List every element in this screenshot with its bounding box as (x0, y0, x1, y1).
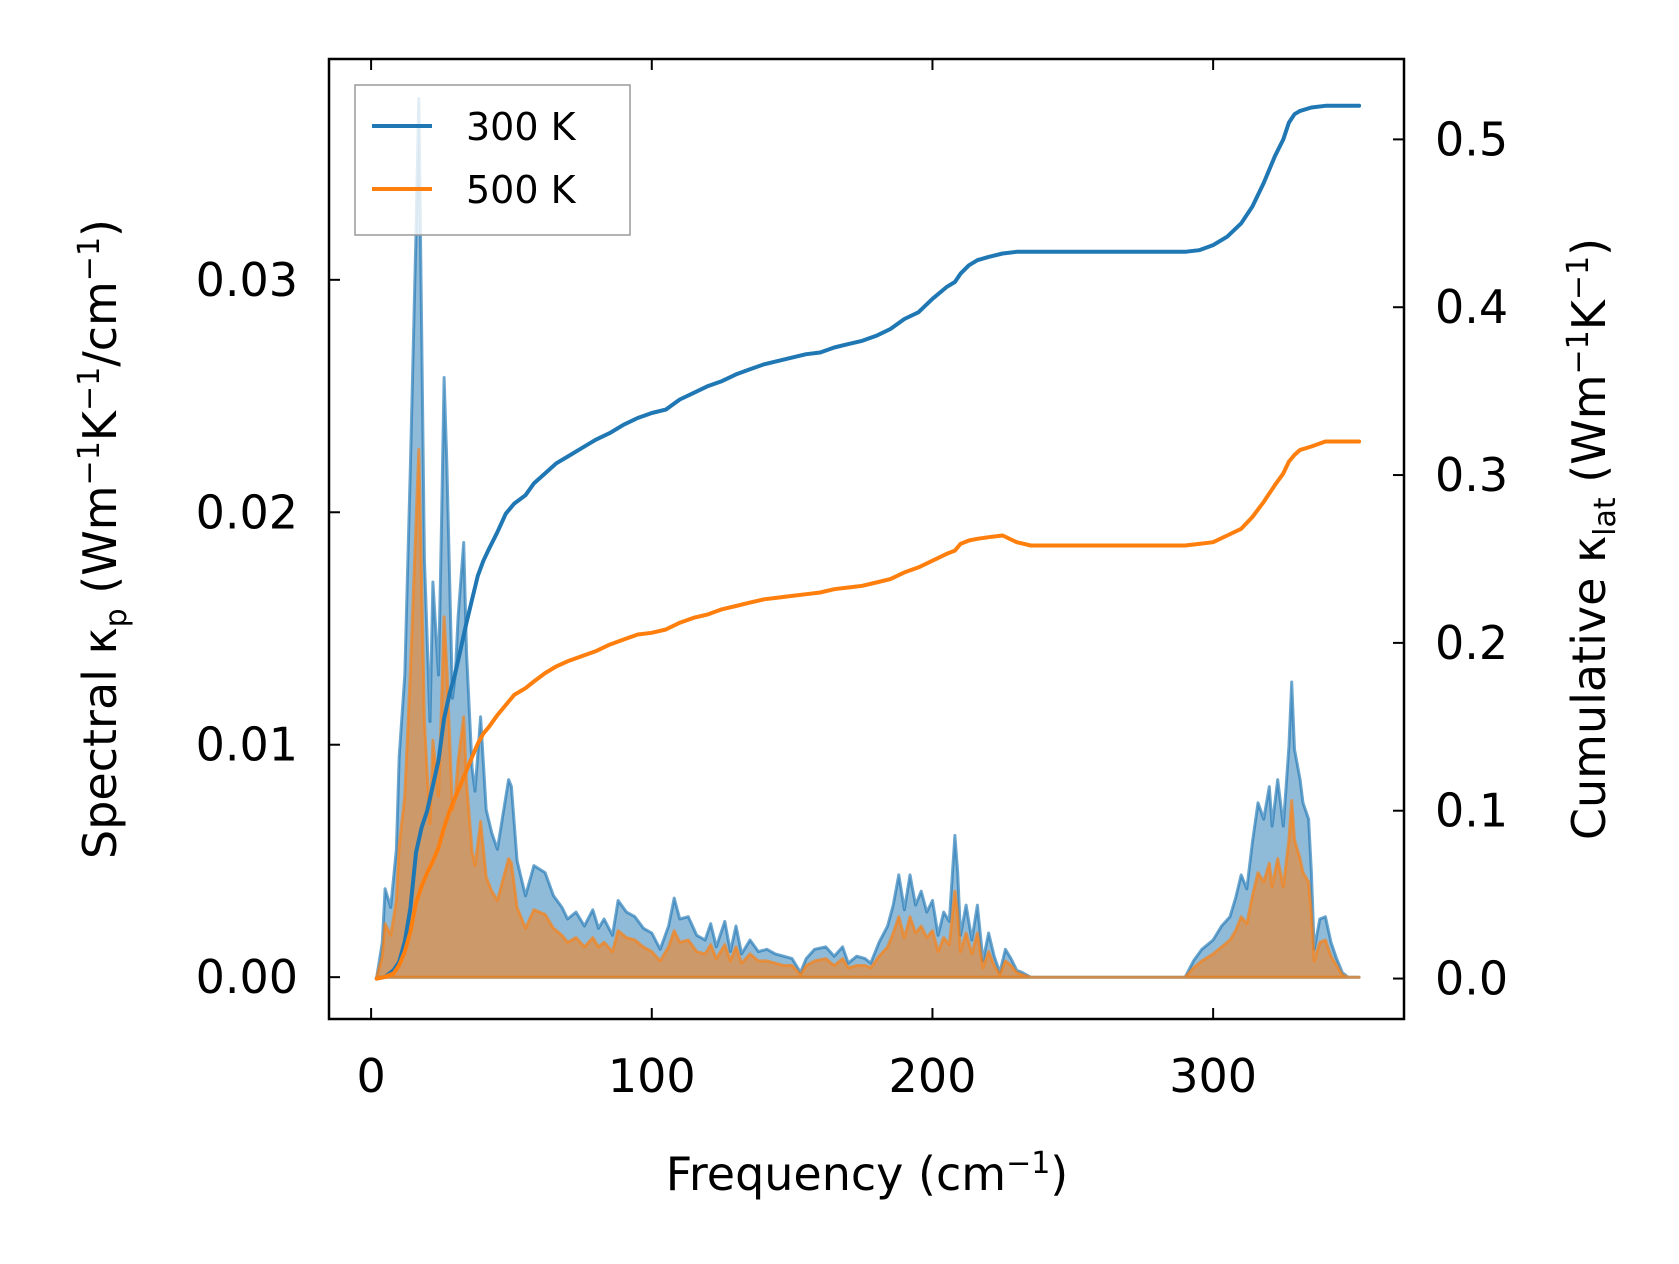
y-left-tick-label: 0.02 (196, 485, 298, 539)
y-right-tick-label: 0.0 (1435, 952, 1508, 1006)
y-left-tick-label: 0.03 (196, 253, 298, 307)
plot-area (374, 97, 1362, 981)
tick-group: 0 100 200 300 0.00 0.01 0.02 0.03 0.0 0.1 0.2 0.3 0.… (196, 59, 1508, 1103)
y-right-tick-label: 0.3 (1435, 448, 1508, 502)
y-right-tick-label: 0.1 (1435, 784, 1508, 838)
y-right-tick-label: 0.5 (1435, 112, 1508, 166)
y-left-tick-label: 0.00 (196, 950, 298, 1004)
y-left-tick-label: 0.01 (196, 718, 298, 772)
x-tick-label: 100 (608, 1049, 696, 1103)
y-axis-left-label: Spectral κp (Wm−1K−1/cm−1) (72, 219, 134, 859)
axes-frame (327, 57, 1406, 1021)
legend-box (354, 84, 631, 236)
x-tick-label: 200 (889, 1049, 977, 1103)
legend-label-300k: 300 K (466, 105, 577, 149)
spectral-area-500k (375, 448, 1361, 979)
legend: 300 K 500 K (354, 84, 631, 236)
x-tick-label: 300 (1169, 1049, 1257, 1103)
y-right-tick-label: 0.4 (1435, 280, 1508, 334)
x-axis-label: Frequency (cm−1) (666, 1146, 1069, 1201)
x-tick-label: 0 (356, 1049, 385, 1103)
legend-label-500k: 500 K (466, 168, 577, 212)
y-axis-right-label: Cumulative κlat (Wm−1K−1) (1561, 238, 1623, 840)
cumulative-line-300k (374, 103, 1362, 981)
y-right-tick-label: 0.2 (1435, 616, 1508, 670)
cumulative-line-500k (374, 439, 1362, 981)
